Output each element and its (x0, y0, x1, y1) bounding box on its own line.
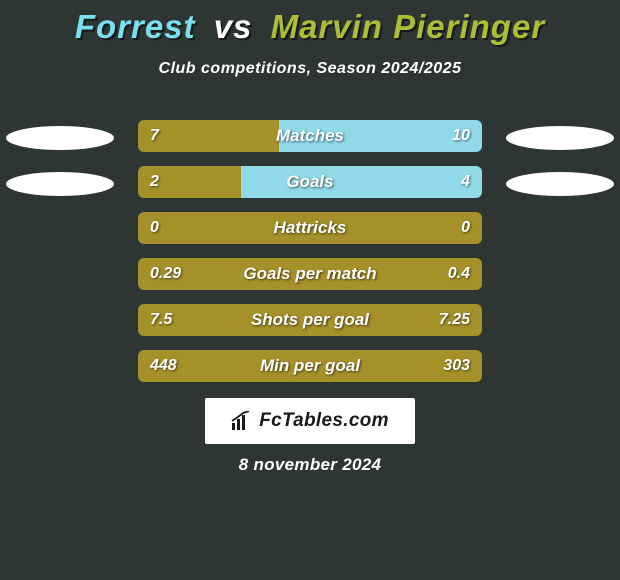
date: 8 november 2024 (0, 455, 620, 475)
metric-label: Matches (138, 120, 482, 152)
stat-row: 00Hattricks (0, 212, 620, 244)
player-badge-left (6, 170, 114, 198)
metric-label: Min per goal (138, 350, 482, 382)
logo-box: FcTables.com (205, 398, 415, 444)
vs-word: vs (214, 8, 253, 45)
stat-row: 0.290.4Goals per match (0, 258, 620, 290)
player-badge-right (506, 124, 614, 152)
stats-chart: 710Matches 24Goals 00Hattricks 0.290.4Goals… (0, 120, 620, 396)
stat-row: 448303Min per goal (0, 350, 620, 382)
player-badge-left (6, 124, 114, 152)
stat-row: 710Matches (0, 120, 620, 152)
player1-name: Forrest (75, 8, 196, 45)
headline: Forrest vs Marvin Pieringer (0, 0, 620, 46)
metric-label: Hattricks (138, 212, 482, 244)
metric-label: Goals per match (138, 258, 482, 290)
stat-row: 7.57.25Shots per goal (0, 304, 620, 336)
chart-icon (231, 411, 253, 431)
subtitle: Club competitions, Season 2024/2025 (0, 60, 620, 78)
metric-label: Goals (138, 166, 482, 198)
logo-text: FcTables.com (259, 410, 389, 432)
logo: FcTables.com (231, 410, 389, 432)
metric-label: Shots per goal (138, 304, 482, 336)
comparison-infographic: Forrest vs Marvin Pieringer Club competi… (0, 0, 620, 580)
stat-row: 24Goals (0, 166, 620, 198)
player2-name: Marvin Pieringer (271, 8, 546, 45)
player-badge-right (506, 170, 614, 198)
